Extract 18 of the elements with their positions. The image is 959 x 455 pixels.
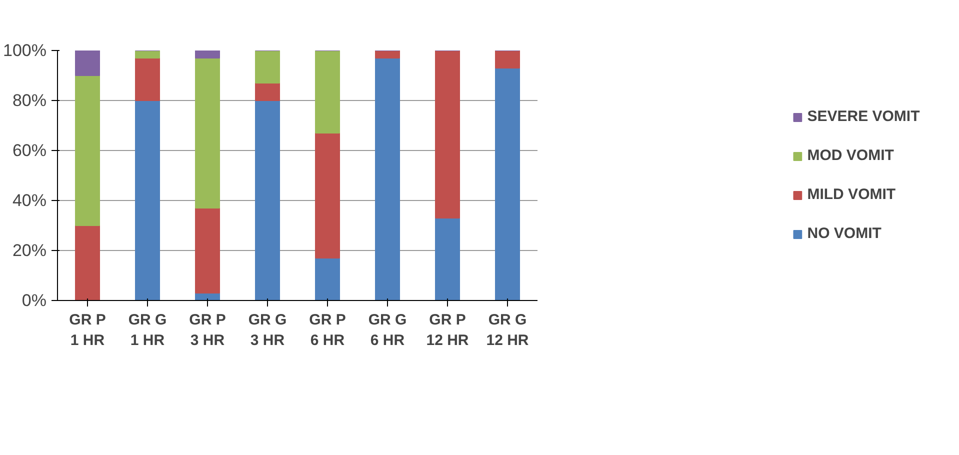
legend-label: NO VOMIT [807, 225, 882, 242]
y-tick-label: 60% [12, 141, 47, 160]
legend-label: SEVERE VOMIT [807, 108, 920, 125]
y-tick-label: 100% [3, 41, 47, 60]
x-tick-label: GR G 1 HR [128, 312, 167, 349]
x-tick-label: GR G 3 HR [248, 312, 287, 349]
legend-label: MILD VOMIT [807, 186, 896, 203]
legend-label: MOD VOMIT [807, 147, 894, 164]
x-tick-label: GR G 12 HR [486, 312, 529, 349]
y-tick-label: 0% [22, 291, 47, 310]
x-tick-label: GR P 12 HR [426, 312, 469, 349]
y-tick-label: 40% [12, 191, 47, 210]
x-tick-label: GR P 1 HR [69, 312, 106, 349]
x-tick-label: GR G 6 HR [368, 312, 407, 349]
y-tick-label: 80% [12, 91, 47, 110]
x-tick-label: GR P 3 HR [189, 312, 226, 349]
x-tick-label: GR P 6 HR [309, 312, 346, 349]
y-tick-label: 20% [12, 241, 47, 260]
